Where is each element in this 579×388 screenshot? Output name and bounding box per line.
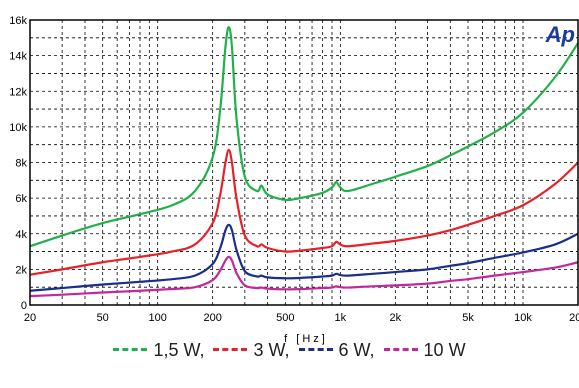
legend-item-3w: 3 W, [213, 340, 290, 361]
y-tick-label: 0 [21, 300, 27, 312]
legend-label-10w: 10 W [423, 340, 466, 360]
legend-item-1-5w: 1,5 W, [113, 340, 204, 361]
legend-swatch-1-5w [113, 347, 148, 351]
y-tick-label: 16k [9, 15, 27, 27]
x-tick-label: 100 [148, 312, 166, 324]
legend-label-1-5w: 1,5 W, [153, 340, 205, 360]
y-tick-label: 4k [15, 229, 27, 241]
legend-swatch-10w [383, 347, 418, 351]
x-tick-label: 20k [569, 312, 579, 324]
x-tick-label: 50 [97, 312, 109, 324]
series-line-2 [29, 223, 579, 292]
y-tick-label: 8k [15, 158, 27, 170]
y-tick-label: 10k [9, 122, 27, 134]
y-tick-label: 14k [9, 51, 27, 63]
legend-swatch-3w [213, 347, 248, 351]
x-tick-label: 20 [24, 312, 36, 324]
y-tick-label: 2k [15, 264, 27, 276]
legend-item-10w: 10 W [383, 340, 466, 361]
x-axis-ticks: 20 50 100 200 500 1k 2k 5k 10k 20k [24, 312, 579, 324]
legend-label-6w: 6 W, [338, 340, 375, 360]
legend-item-6w: 6 W, [298, 340, 375, 361]
x-tick-label: 500 [276, 312, 294, 324]
series-line-0 [29, 26, 579, 248]
plot-frame [29, 19, 579, 306]
y-tick-label: 6k [15, 193, 27, 205]
x-tick-label: 1k [335, 312, 347, 324]
x-tick-label: 10k [514, 312, 532, 324]
x-tick-label: 5k [462, 312, 474, 324]
legend-swatch-6w [298, 347, 333, 351]
legend: 1,5 W, 3 W, 6 W, 10 W [0, 340, 579, 361]
ap-logo: Ap [545, 22, 575, 47]
series-layer [29, 26, 579, 298]
series-line-3 [29, 255, 579, 298]
series-line-1 [29, 148, 579, 276]
y-tick-label: 12k [9, 86, 27, 98]
grid [30, 20, 578, 305]
x-axis-title: f [Hz] [284, 333, 328, 345]
legend-label-3w: 3 W, [253, 340, 290, 360]
x-tick-label: 2k [390, 312, 402, 324]
x-tick-label: 200 [203, 312, 221, 324]
y-axis-ticks: 0 2k 4k 6k 8k 10k 12k 14k 16k [9, 15, 27, 312]
